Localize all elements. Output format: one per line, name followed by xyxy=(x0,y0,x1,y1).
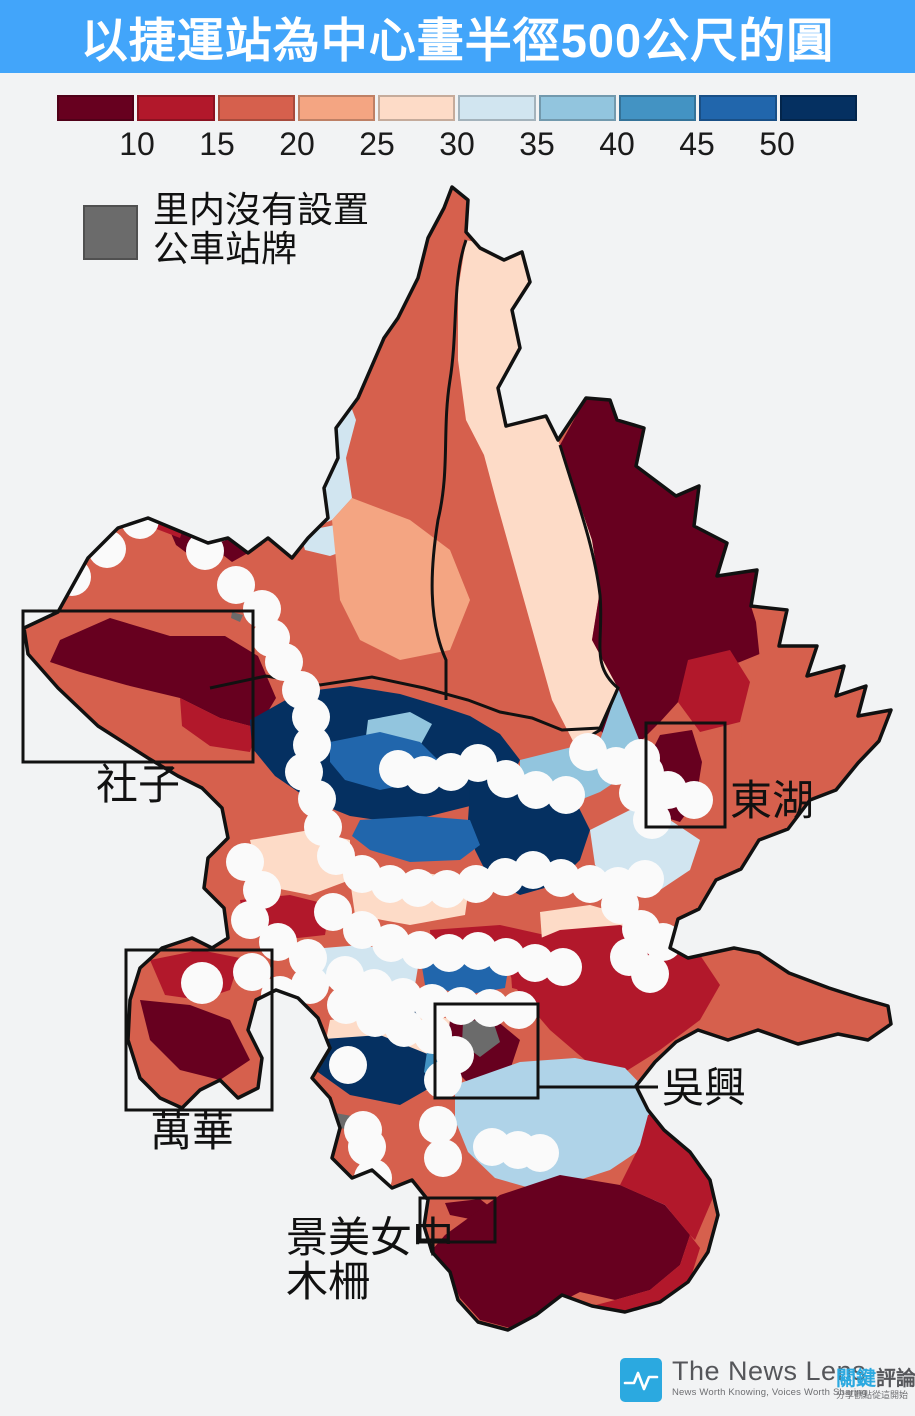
wanhua-box xyxy=(124,948,274,1112)
brand-name: The News Lens xyxy=(672,1356,867,1386)
map-label-shezi: 社子 xyxy=(96,761,181,808)
colorbar-tick: 30 xyxy=(439,126,475,162)
colorbar-tick: 35 xyxy=(519,126,555,162)
color-scale-bar xyxy=(57,95,857,121)
no-bus-stop-label-line1: 里内沒有設置 xyxy=(153,189,370,230)
donghu-box xyxy=(644,721,727,829)
colorbar-tick: 10 xyxy=(119,126,155,162)
annotation-boxes xyxy=(21,609,727,1244)
colorbar-segment xyxy=(137,95,215,121)
colorbar-segment xyxy=(297,95,376,121)
brand-tagline-en: News Worth Knowing, Voices Worth Sharing xyxy=(672,1387,868,1398)
brand-tagline-zh: 分享觀點從這開始 xyxy=(836,1390,909,1400)
colorbar-segment xyxy=(538,95,617,121)
colorbar-tick: 50 xyxy=(759,126,795,162)
publisher-footer: The News Lens News Worth Knowing, Voices… xyxy=(620,1356,915,1408)
colorbar-segment xyxy=(378,95,456,121)
map-label-muzha-line: 木柵 xyxy=(286,1258,371,1305)
color-scale-ticks: 10 15 20 25 30 35 40 45 50 xyxy=(57,126,857,162)
map-label-wanhua: 萬華 xyxy=(150,1108,235,1155)
no-bus-stop-label: 里内沒有設置 公車站牌 xyxy=(153,190,369,268)
colorbar-segment xyxy=(699,95,777,121)
map-label-jingmei-muzha: 景美女中 木柵 xyxy=(286,1216,454,1304)
mrt-station-circles xyxy=(53,501,713,1197)
brand-zh-dark: 評論 xyxy=(876,1368,915,1390)
colorbar-tick: 25 xyxy=(359,126,395,162)
news-lens-pulse-icon xyxy=(620,1358,662,1402)
colorbar-tick: 45 xyxy=(679,126,715,162)
map-label-jingmei-line: 景美女中 xyxy=(286,1214,455,1261)
colorbar-segment xyxy=(57,95,135,121)
colorbar-tick: 20 xyxy=(279,126,315,162)
title-bar: 以捷運站為中心畫半徑500公尺的圓 xyxy=(0,0,915,73)
brand-zh-blue: 關鍵 xyxy=(836,1368,876,1390)
wuxing-box xyxy=(433,1002,540,1100)
city-outline xyxy=(22,185,893,1332)
map-label-wuxing: 吳興 xyxy=(662,1064,747,1111)
shezi-box xyxy=(21,609,255,764)
no-bus-stop-swatch xyxy=(83,205,138,260)
colorbar-segment xyxy=(217,95,295,121)
colorbar-tick: 40 xyxy=(599,126,635,162)
colorbar-segment xyxy=(619,95,697,121)
colorbar-segment xyxy=(458,95,536,121)
colorbar-tick: 15 xyxy=(199,126,235,162)
colorbar-segment xyxy=(779,95,857,121)
page-title: 以捷運站為中心畫半徑500公尺的圓 xyxy=(80,14,835,67)
map-label-donghu: 東湖 xyxy=(730,777,815,824)
no-bus-stop-label-line2: 公車站牌 xyxy=(153,228,298,269)
brand-name-zh: 關鍵評論 xyxy=(836,1362,915,1391)
jingmei-box xyxy=(418,1196,497,1244)
